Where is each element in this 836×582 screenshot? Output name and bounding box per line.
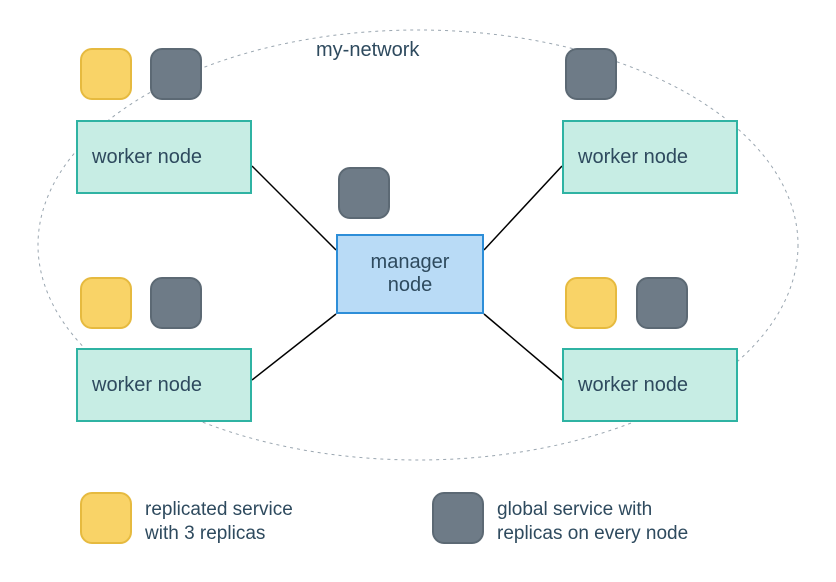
worker-node-label: worker node <box>578 374 688 397</box>
replicated-service-box <box>80 48 132 100</box>
edge-line <box>484 314 562 380</box>
edge-line <box>252 314 336 380</box>
worker-node-label: worker node <box>92 374 202 397</box>
global-service-box <box>636 277 688 329</box>
manager-node-label: managernode <box>371 251 450 297</box>
global-service-box <box>565 48 617 100</box>
legend-replicated-text: replicated servicewith 3 replicas <box>145 498 293 546</box>
network-title: my-network <box>316 38 419 63</box>
worker-node-top-left: worker node <box>76 120 252 194</box>
worker-node-bottom-right: worker node <box>562 348 738 422</box>
legend-global-text: global service withreplicas on every nod… <box>497 498 688 546</box>
global-service-box <box>338 167 390 219</box>
global-service-box <box>150 277 202 329</box>
legend-replicated-swatch <box>80 492 132 544</box>
worker-node-label: worker node <box>578 146 688 169</box>
diagram-canvas: my-network worker node worker node worke… <box>0 0 836 582</box>
replicated-service-box <box>565 277 617 329</box>
manager-node: managernode <box>336 234 484 314</box>
global-service-box <box>150 48 202 100</box>
worker-node-top-right: worker node <box>562 120 738 194</box>
legend-global-swatch <box>432 492 484 544</box>
worker-node-bottom-left: worker node <box>76 348 252 422</box>
worker-node-label: worker node <box>92 146 202 169</box>
replicated-service-box <box>80 277 132 329</box>
edge-line <box>484 166 562 250</box>
edge-line <box>252 166 336 250</box>
